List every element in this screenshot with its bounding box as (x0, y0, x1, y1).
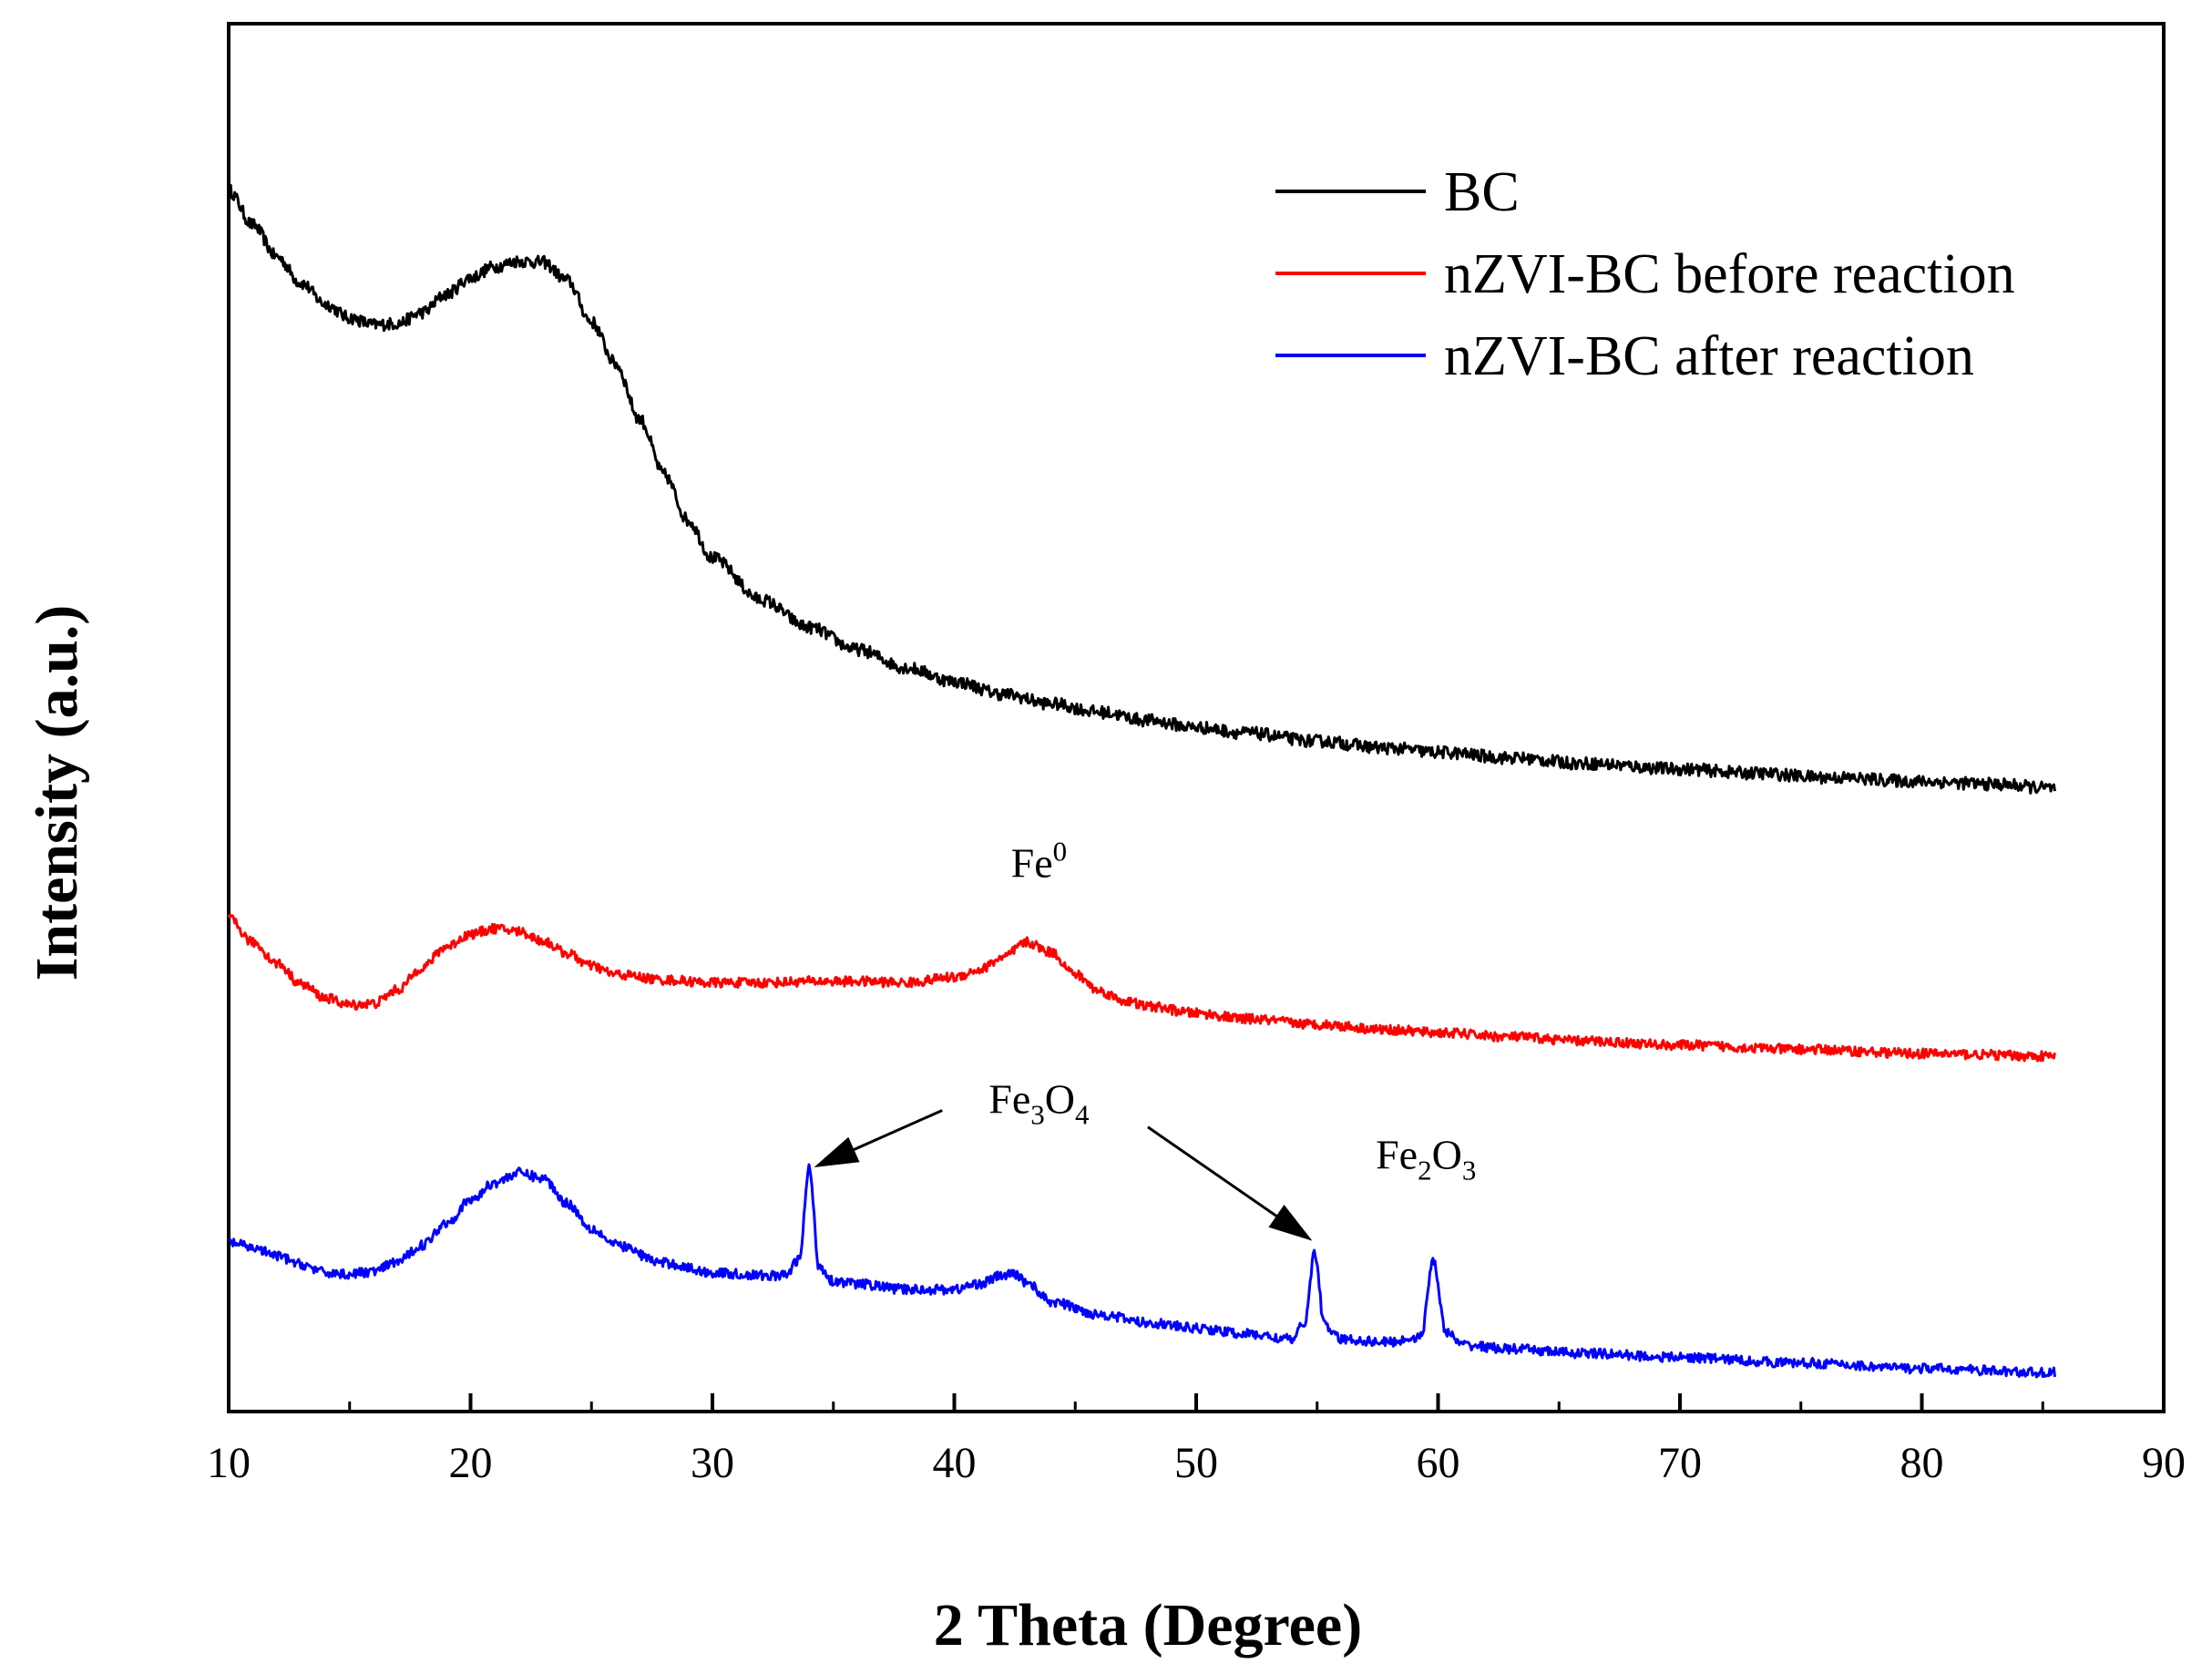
arrow-head-1 (1268, 1205, 1313, 1241)
x-axis-title: 2 Theta (Degree) (934, 1592, 1362, 1659)
series-layer (227, 183, 2056, 1379)
peak-label-1: Fe3O4 (988, 1076, 1090, 1131)
x-tick-label: 60 (1417, 1439, 1460, 1487)
legend: BC nZVI-BC before reaction nZVI-BC after… (1275, 161, 2015, 387)
x-tick-label: 70 (1658, 1439, 1702, 1487)
x-tick-label: 50 (1174, 1439, 1218, 1487)
arrow-shaft-0 (853, 1109, 943, 1151)
y-axis-title: Intensity (a.u.) (24, 605, 90, 981)
x-tick-label: 30 (691, 1439, 734, 1487)
arrow-head-0 (814, 1136, 860, 1167)
x-tick-label: 90 (2142, 1439, 2186, 1487)
legend-label-after: nZVI-BC after reaction (1444, 325, 1974, 387)
x-axis-tick-labels: 10 20 30 40 50 60 70 80 90 (207, 1439, 2186, 1487)
legend-label-before: nZVI-BC before reaction (1444, 243, 2015, 305)
peak-label-2: Fe2O3 (1376, 1131, 1476, 1186)
x-tick-label: 80 (1900, 1439, 1944, 1487)
x-tick-label: 40 (933, 1439, 977, 1487)
series-line-0 (227, 183, 2056, 795)
x-tick-label: 10 (207, 1439, 251, 1487)
series-line-1 (227, 913, 2056, 1063)
legend-label-bc: BC (1444, 161, 1520, 223)
series-line-2 (228, 1163, 2056, 1379)
x-axis-ticks (227, 1393, 2166, 1412)
arrow-shaft-1 (1147, 1125, 1277, 1217)
peak-label-0: Fe0 (1011, 836, 1068, 887)
x-tick-label: 20 (449, 1439, 493, 1487)
annotation-layer: Fe0 Fe3O4 Fe2O3 (814, 836, 1476, 1241)
